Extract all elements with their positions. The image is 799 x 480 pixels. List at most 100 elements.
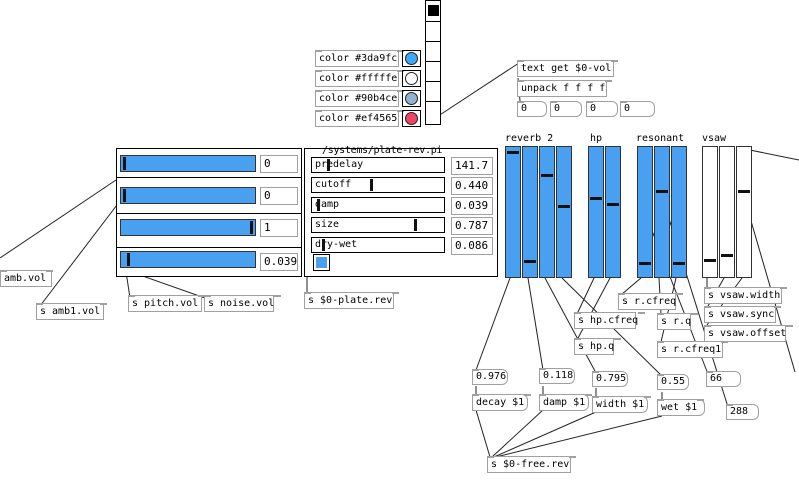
plate-bang[interactable] bbox=[313, 254, 330, 271]
slider-knob[interactable] bbox=[127, 253, 130, 266]
vsaw-sync-slider[interactable] bbox=[719, 146, 735, 278]
slider-knob[interactable] bbox=[721, 254, 733, 257]
send-plate-rev[interactable]: s $0-plate.rev bbox=[304, 292, 400, 309]
send-free-rev[interactable]: s $0-free.rev bbox=[487, 456, 577, 473]
wet-message[interactable]: wet $1 bbox=[657, 399, 705, 416]
param-damp[interactable]: damp bbox=[311, 197, 445, 213]
strip-divider bbox=[426, 21, 440, 22]
decay-number[interactable]: 0.976 bbox=[472, 369, 508, 385]
color-select-strip[interactable] bbox=[425, 0, 441, 125]
vsaw-number-288[interactable]: 288 bbox=[726, 404, 759, 420]
width-number[interactable]: 0.795 bbox=[592, 371, 628, 387]
unpack-out-3[interactable]: 0 bbox=[586, 101, 618, 117]
color-bang-4[interactable] bbox=[402, 110, 421, 127]
slider-knob[interactable] bbox=[558, 205, 570, 208]
hp-q-slider[interactable] bbox=[605, 146, 621, 278]
color-message-1[interactable]: color #3da9fc bbox=[315, 50, 405, 67]
color-bang-2[interactable] bbox=[402, 70, 421, 87]
vsaw-width-slider[interactable] bbox=[702, 146, 718, 278]
reverb-damp-slider[interactable] bbox=[522, 146, 538, 278]
slider-knob[interactable] bbox=[541, 174, 553, 177]
param-dry-wet[interactable]: dry-wet bbox=[311, 237, 445, 253]
send-amb-vol[interactable]: amb.vol bbox=[0, 270, 54, 287]
amb1-vol-value[interactable]: 0 bbox=[260, 187, 298, 205]
send-pitch-vol[interactable]: s pitch.vol bbox=[128, 295, 206, 312]
param-knob[interactable] bbox=[370, 179, 373, 191]
color-bang-1[interactable] bbox=[402, 50, 421, 67]
width-message[interactable]: width $1 bbox=[592, 396, 652, 413]
color-message-3[interactable]: color #90b4ce bbox=[315, 90, 405, 107]
reverb-2-label: reverb 2 bbox=[505, 133, 554, 144]
damp-value[interactable]: 0.039 bbox=[451, 197, 493, 215]
param-knob[interactable] bbox=[322, 239, 325, 251]
param-predelay[interactable]: predelay bbox=[311, 157, 445, 173]
strip-cell-selected[interactable] bbox=[428, 5, 439, 16]
send-r-q[interactable]: s r.q bbox=[657, 313, 699, 330]
slider-knob[interactable] bbox=[656, 190, 668, 193]
send-vsaw-width[interactable]: s vsaw.width bbox=[704, 287, 788, 304]
vsaw-offset-slider[interactable] bbox=[736, 146, 752, 278]
hp-cfreq-slider[interactable] bbox=[588, 146, 604, 278]
slider-knob[interactable] bbox=[507, 151, 519, 154]
cutoff-value[interactable]: 0.440 bbox=[451, 177, 493, 195]
send-r-cfreq1[interactable]: s r.cfreq1 bbox=[657, 341, 729, 358]
slider-knob[interactable] bbox=[590, 197, 602, 200]
color-bang-3[interactable] bbox=[402, 90, 421, 107]
noise-vol-value[interactable]: 0.039 bbox=[260, 253, 298, 271]
decay-message[interactable]: decay $1 bbox=[472, 394, 532, 411]
send-hp-q[interactable]: s hp.q bbox=[574, 338, 622, 355]
slider-knob[interactable] bbox=[738, 190, 750, 193]
size-value[interactable]: 0.787 bbox=[451, 217, 493, 235]
slider-knob[interactable] bbox=[524, 260, 536, 263]
dry-wet-value[interactable]: 0.086 bbox=[451, 237, 493, 255]
send-vsaw-sync[interactable]: s vsaw.sync bbox=[704, 306, 782, 323]
pitch-vol-value[interactable]: 1 bbox=[260, 219, 298, 237]
slider-knob[interactable] bbox=[704, 259, 716, 262]
vsaw-number-66[interactable]: 66 bbox=[706, 371, 741, 387]
amb-vol-slider[interactable] bbox=[120, 155, 256, 172]
panel-divider bbox=[117, 213, 301, 214]
param-knob[interactable] bbox=[317, 199, 320, 211]
r-cfreq-slider[interactable] bbox=[637, 146, 653, 278]
param-label: size bbox=[315, 219, 340, 230]
send-hp-cfreq[interactable]: s hp.cfreq bbox=[574, 312, 646, 329]
slider-knob[interactable] bbox=[123, 189, 126, 202]
send-vsaw-offset[interactable]: s vsaw.offset bbox=[704, 325, 794, 342]
slider-knob[interactable] bbox=[123, 157, 126, 170]
unpack-out-4[interactable]: 0 bbox=[620, 101, 655, 117]
send-amb1-vol[interactable]: s amb1.vol bbox=[36, 303, 108, 320]
text-get-object[interactable]: text get $0-vol bbox=[517, 60, 619, 77]
slider-knob[interactable] bbox=[639, 262, 651, 265]
param-cutoff[interactable]: cutoff bbox=[311, 177, 445, 193]
r-q-slider[interactable] bbox=[654, 146, 670, 278]
reverb-wet-slider[interactable] bbox=[556, 146, 572, 278]
damp-number[interactable]: 0.118 bbox=[539, 368, 575, 384]
wet-number[interactable]: 0.55 bbox=[657, 374, 689, 390]
unpack-out-1[interactable]: 0 bbox=[517, 101, 547, 117]
r-cfreq1-slider[interactable] bbox=[671, 146, 687, 278]
reverb-decay-slider[interactable] bbox=[505, 146, 521, 278]
send-r-cfreq[interactable]: s r.cfreq bbox=[618, 293, 684, 310]
slider-knob[interactable] bbox=[250, 221, 253, 234]
slider-knob[interactable] bbox=[673, 262, 685, 265]
reverb-width-slider[interactable] bbox=[539, 146, 555, 278]
strip-divider bbox=[426, 81, 440, 82]
strip-divider bbox=[426, 61, 440, 62]
predelay-value[interactable]: 141.7 bbox=[451, 157, 493, 175]
slider-knob[interactable] bbox=[607, 203, 619, 206]
unpack-object[interactable]: unpack f f f f bbox=[517, 80, 613, 97]
color-message-2[interactable]: color #fffffe bbox=[315, 70, 405, 87]
amb1-vol-slider[interactable] bbox=[120, 187, 256, 204]
color-message-4[interactable]: color #ef4565 bbox=[315, 110, 405, 127]
param-size[interactable]: size bbox=[311, 217, 445, 233]
send-noise-vol[interactable]: s noise.vol bbox=[204, 295, 282, 312]
bang-fill bbox=[316, 257, 327, 268]
damp-message[interactable]: damp $1 bbox=[539, 394, 593, 411]
noise-vol-slider[interactable] bbox=[120, 251, 256, 268]
unpack-out-2[interactable]: 0 bbox=[550, 101, 582, 117]
amb-vol-value[interactable]: 0 bbox=[260, 155, 298, 173]
pitch-vol-slider[interactable] bbox=[120, 219, 256, 236]
param-label: cutoff bbox=[315, 179, 352, 190]
param-knob[interactable] bbox=[327, 159, 330, 171]
param-knob[interactable] bbox=[414, 219, 417, 231]
